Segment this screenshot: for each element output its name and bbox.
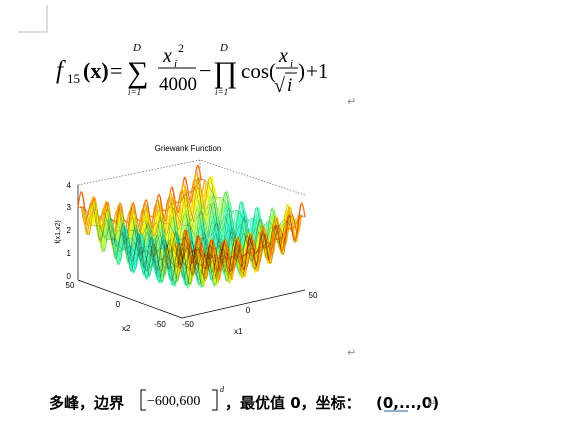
x2-axis-label: x2 [122,324,131,333]
sum: ∑ [127,56,148,89]
cos-sub: i [290,58,293,70]
mesh-line [94,197,199,283]
prod: ∏ [213,56,238,89]
brackets [140,389,218,411]
num-x: x [162,45,172,67]
x2-tick-label: 0 [116,300,121,309]
caption-text: 多峰，边界 [49,394,124,412]
mesh-line [114,207,220,285]
paragraph-mark: ↵ [347,95,356,108]
x1-tick-label: 50 [309,291,318,300]
denominator: 4000 [159,74,197,95]
equals: = [110,58,122,83]
mesh-line [192,178,297,247]
mesh-line [143,209,248,273]
x1-tick-label: 0 [246,306,251,315]
sqrt-i: i [287,75,292,96]
prod-upper: D [219,42,228,54]
plot: Griewank Function f(x1,x2) x2 x1 0 1 2 3 4 50… [55,144,318,336]
paragraph-mark: ↵ [347,346,356,359]
mesh-line [200,178,306,229]
cos: cos( [241,59,276,83]
z-tick-label: 4 [67,181,72,190]
mesh-line [118,205,224,285]
sum-lower: i=1 [128,87,141,97]
x2-tick-label: -50 [154,320,166,329]
mesh-line [159,196,265,276]
plot-title: Griewank Function [155,144,222,153]
z-tick-label: 0 [67,272,72,281]
mesh-line [102,208,207,278]
func-arg: (x) [83,58,109,83]
mesh-line [135,211,240,275]
z-tick-label: 1 [67,249,72,258]
num-sub: i [174,58,177,70]
mesh-line [131,208,236,281]
func-index: 15 [67,71,80,86]
mesh-line [184,177,289,263]
x1-axis-label: x1 [234,327,243,336]
num-sup: 2 [178,41,184,55]
mesh-line [196,166,302,250]
mesh-line [147,204,252,277]
paragraph-mark: ↵ [427,397,436,410]
bound: −600,600 [147,394,200,409]
formula: f 15 (x) = D ∑ i=1 x i 2 4000 − D ∏ i=1 … [56,41,328,97]
x2-tick-label: 50 [66,281,75,290]
plus-one: +1 [306,59,328,83]
z-axis-label: f(x1,x2) [55,220,62,243]
sum-upper: D [132,42,141,54]
prod-lower: i=1 [215,87,228,97]
mesh-line [168,206,273,256]
z-tick-label: 2 [67,226,72,235]
func: f [56,57,66,84]
caption: 多峰，边界 −600,600 d ，最优值 0，坐标： (0,...,0) ↵ [49,385,439,412]
mesh-line [176,191,281,262]
mesh-line [172,187,277,271]
mesh-line [90,209,195,269]
mesh-line [188,186,293,247]
bound-sup: d [220,385,225,394]
mesh-line [139,202,244,286]
close-paren: ) [298,59,305,83]
sqrt: √ [274,75,285,97]
cos-x: x [278,45,288,67]
corner-mark [18,5,48,33]
caption-text: ，最优值 0，坐标： [225,394,361,412]
surface [77,164,306,290]
x1-tick-label: -50 [182,320,194,329]
coordinates: (0,...,0) [376,394,439,412]
z-tick-label: 3 [67,203,72,212]
mesh-line [151,199,256,282]
minus: − [199,58,211,83]
